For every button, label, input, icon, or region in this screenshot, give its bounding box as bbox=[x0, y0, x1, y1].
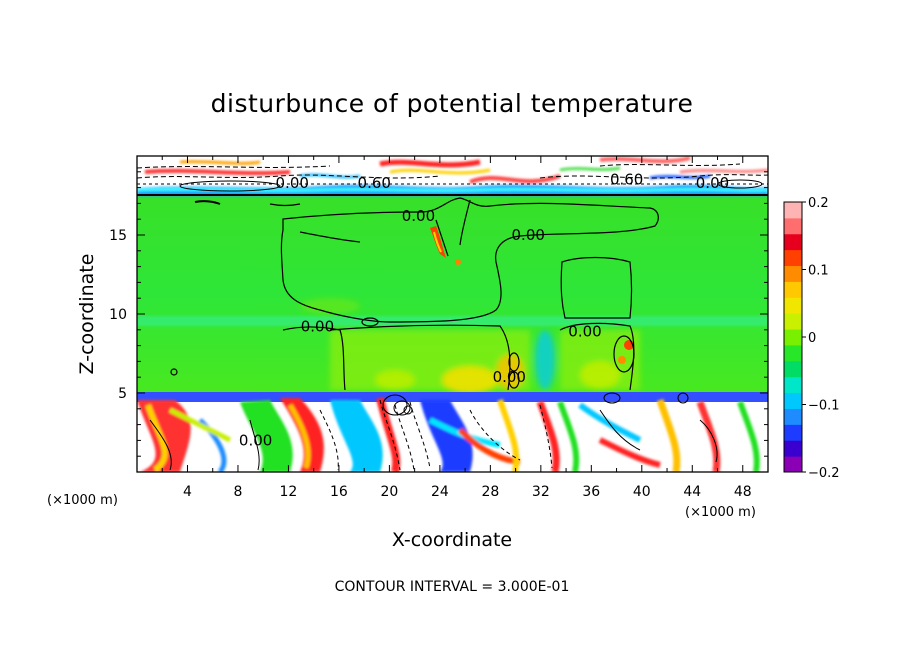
contour-label: 0.00 bbox=[512, 226, 545, 244]
x-tick-label: 28 bbox=[481, 484, 499, 500]
contour-label: 0.00 bbox=[402, 207, 435, 225]
x-tick-label: 4 bbox=[183, 484, 192, 500]
contour-label: 0.00 bbox=[301, 318, 334, 336]
contour-interval-label: CONTOUR INTERVAL = 3.000E-01 bbox=[335, 579, 570, 595]
colorbar-swatch bbox=[784, 376, 802, 394]
contour-label: 0.60 bbox=[610, 171, 643, 189]
colorbar-tick-label: 0.2 bbox=[808, 196, 829, 211]
contour-label: 0.00 bbox=[239, 431, 272, 449]
colorbar-swatch bbox=[784, 297, 802, 314]
colorbar-swatch bbox=[784, 360, 802, 378]
contour-label: 0.00 bbox=[493, 368, 526, 386]
contour-label: 0.00 bbox=[276, 174, 309, 192]
colorbar-swatch bbox=[784, 456, 802, 473]
y-tick-label: 5 bbox=[118, 386, 127, 402]
colorbar: 0.2 0.1 0 −0.1 −0.2 bbox=[783, 196, 840, 481]
colorbar-swatch bbox=[784, 344, 802, 362]
upper-band bbox=[137, 156, 768, 196]
x-tick-label: 20 bbox=[380, 484, 398, 500]
x-tick-label: 40 bbox=[633, 484, 651, 500]
colorbar-swatch bbox=[784, 249, 802, 267]
colorbar-swatch bbox=[784, 408, 802, 425]
colorbar-swatch bbox=[784, 329, 802, 346]
colorbar-swatch bbox=[784, 424, 802, 441]
colorbar-swatch bbox=[784, 313, 802, 330]
y-axis-label: Z-coordinate bbox=[76, 254, 98, 375]
colorbar-swatch bbox=[784, 233, 802, 251]
y-tick-label: 10 bbox=[109, 307, 127, 323]
x-unit-right: (×1000 m) bbox=[685, 505, 756, 520]
mid-layer-patches bbox=[300, 298, 640, 394]
x-tick-label: 32 bbox=[532, 484, 550, 500]
contour-label: 0.60 bbox=[358, 174, 391, 192]
x-tick-label: 8 bbox=[233, 484, 242, 500]
colorbar-swatch bbox=[784, 440, 802, 457]
x-tick-label: 48 bbox=[734, 484, 752, 500]
upper-interface bbox=[137, 194, 768, 196]
colorbar-swatch bbox=[784, 265, 802, 282]
y-tick-label: 15 bbox=[109, 228, 127, 244]
plot-area bbox=[137, 156, 768, 472]
colorbar-tick-label: 0 bbox=[808, 331, 816, 346]
chart-title: disturbunce of potential temperature bbox=[211, 89, 694, 118]
x-tick-label: 16 bbox=[330, 484, 348, 500]
x-axis-ticks: 4 8 12 16 20 24 28 32 36 40 44 48 bbox=[161, 156, 752, 500]
colorbar-tick-label: 0.1 bbox=[808, 264, 829, 279]
colorbar-tick-label: −0.2 bbox=[808, 466, 840, 481]
contour-labels: 0.00 0.60 0.60 0.00 0.00 0.00 0.00 0.00 0.00 0.00 bbox=[239, 171, 729, 450]
colorbar-tick-label: −0.1 bbox=[808, 399, 840, 414]
y-axis-ticks: 5 10 15 bbox=[109, 171, 768, 457]
x-unit-left: (×1000 m) bbox=[47, 493, 118, 508]
lower-band bbox=[137, 392, 768, 472]
contour-lines bbox=[170, 197, 659, 391]
contour-label: 0.00 bbox=[696, 174, 729, 192]
colorbar-swatch bbox=[784, 281, 802, 298]
colorbar-swatch bbox=[784, 217, 802, 235]
colorbar-swatch bbox=[784, 392, 802, 409]
contour-label: 0.00 bbox=[568, 322, 601, 340]
x-tick-label: 24 bbox=[431, 484, 449, 500]
x-tick-label: 44 bbox=[683, 484, 701, 500]
x-tick-label: 12 bbox=[280, 484, 298, 500]
x-axis-label: X-coordinate bbox=[392, 529, 512, 551]
x-tick-label: 36 bbox=[582, 484, 600, 500]
colorbar-swatch bbox=[784, 202, 802, 219]
